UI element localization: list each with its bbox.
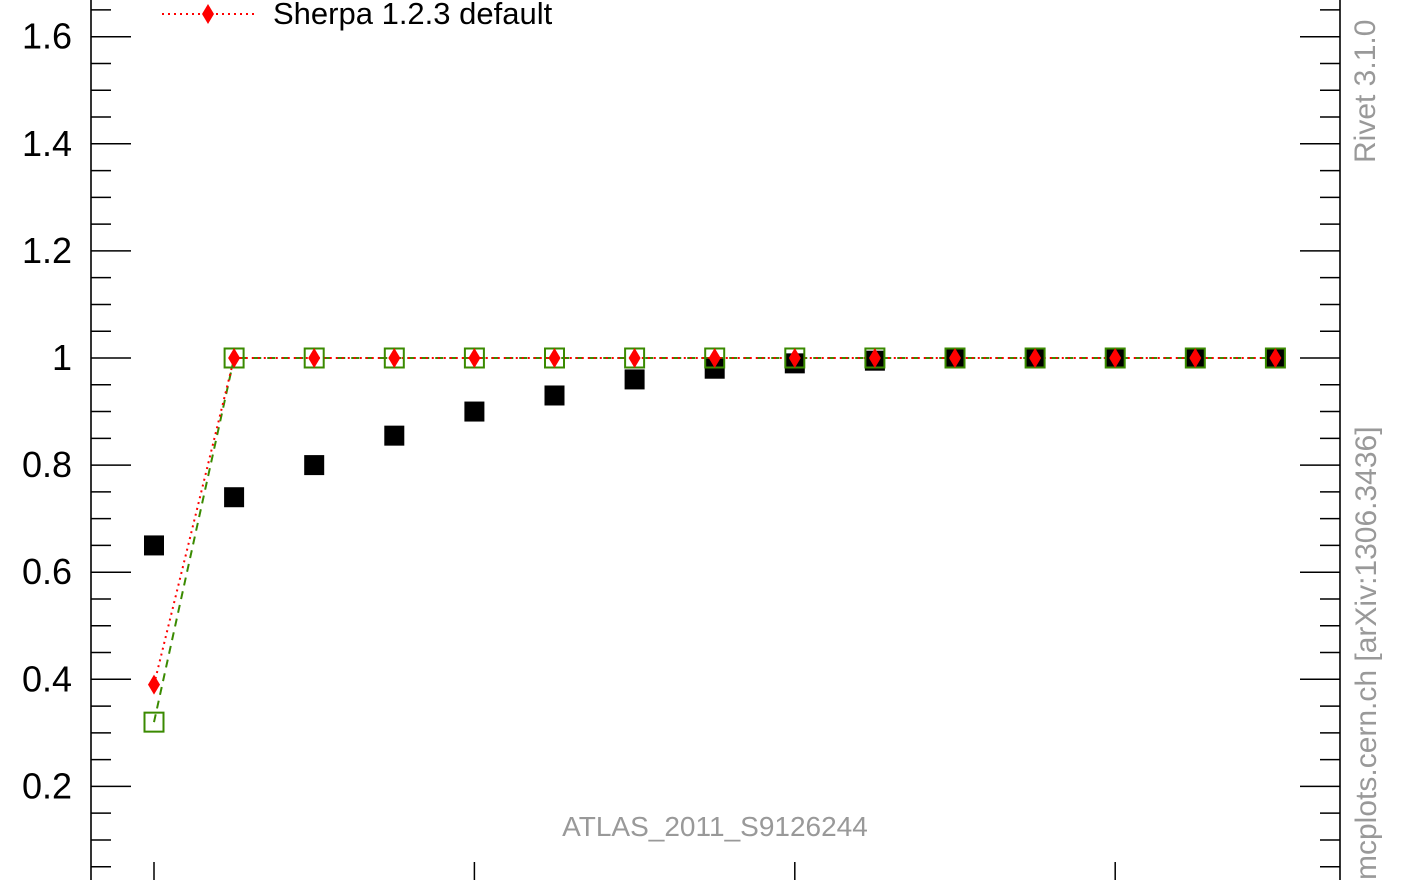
mc-point-diamond: [868, 348, 881, 368]
rivet-version-label: Rivet 3.1.0: [1349, 20, 1382, 163]
mc-point-diamond: [388, 348, 401, 368]
data-point: [624, 369, 645, 390]
mc-point-square: [143, 711, 165, 733]
y-tick-label: 1.4: [22, 123, 72, 164]
y-tick-label: 0.8: [22, 444, 72, 485]
mc-point-diamond: [468, 348, 481, 368]
y-tick-label: 0.4: [22, 658, 72, 699]
data-point: [144, 535, 164, 556]
mc-point-diamond: [708, 348, 721, 368]
mc-point-diamond: [308, 348, 321, 368]
mc-point-diamond: [148, 674, 160, 695]
mc-point-diamond: [1189, 348, 1202, 368]
mc-point-diamond: [949, 348, 961, 368]
plot-frame: [90, 0, 1341, 880]
mc-point-diamond: [548, 348, 561, 368]
legend-marker-sherpa: [202, 4, 214, 24]
y-tick-label: 1.2: [22, 230, 72, 271]
y-tick-label: 1.6: [22, 16, 72, 57]
data-point: [304, 455, 325, 476]
mc-point-diamond: [1029, 348, 1042, 368]
data-point: [464, 401, 485, 422]
y-tick-labels: 0.2 0.4 0.6 0.8 1 1.2 1.4 1.6: [22, 16, 72, 807]
legend: Sherpa 1.2.3 default: [162, 0, 553, 31]
legend-label-sherpa: Sherpa 1.2.3 default: [273, 0, 553, 31]
series-markers: [143, 347, 1286, 733]
mc-point-diamond: [628, 348, 641, 368]
y-tick-label: 1: [52, 337, 72, 378]
mc-point-diamond: [1109, 348, 1122, 368]
mcplots-label: mcplots.cern.ch [arXiv:1306.3436]: [1350, 426, 1383, 880]
y-tick-label: 0.2: [22, 765, 72, 806]
axis-ticks: [91, 9, 1340, 880]
data-point: [384, 425, 405, 446]
mc-point-diamond: [788, 348, 801, 368]
analysis-label: ATLAS_2011_S9126244: [562, 811, 868, 842]
data-point: [704, 358, 725, 379]
mc-point-diamond: [1269, 348, 1282, 368]
mc-point-diamond: [228, 348, 241, 368]
y-tick-label: 0.6: [22, 551, 72, 592]
series-lines: [153, 357, 1276, 723]
data-point: [544, 385, 565, 406]
series-line: [153, 357, 1276, 685]
series-line: [153, 357, 1276, 723]
data-point: [224, 487, 245, 508]
